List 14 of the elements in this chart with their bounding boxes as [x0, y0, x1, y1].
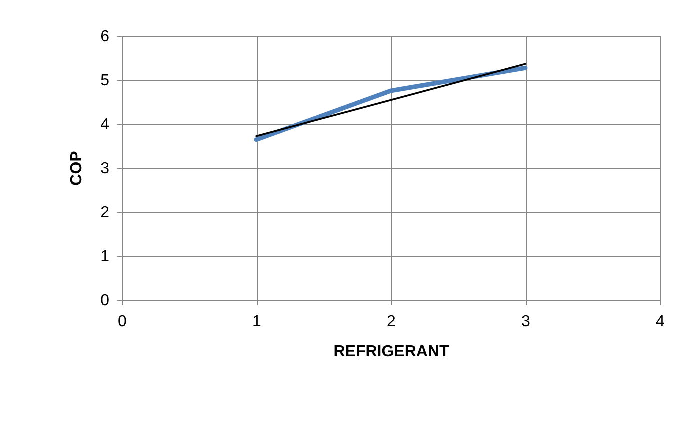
y-axis-title: COP [68, 150, 86, 186]
y-tick-label: 0 [100, 292, 110, 310]
y-tick-label: 4 [100, 116, 110, 134]
x-tick-label: 3 [522, 314, 531, 330]
y-tick-label: 6 [100, 28, 110, 46]
y-tick-label: 3 [100, 160, 110, 178]
y-tick-label: 2 [100, 204, 110, 222]
x-tick-label: 2 [387, 314, 396, 330]
x-axis-title: REFRIGERANT [334, 344, 450, 360]
x-tick-label: 1 [252, 314, 262, 330]
y-tick-label: 1 [100, 248, 110, 266]
x-tick-label: 0 [118, 314, 128, 330]
y-tick-label: 5 [100, 72, 110, 90]
x-tick-label: 4 [656, 314, 666, 330]
